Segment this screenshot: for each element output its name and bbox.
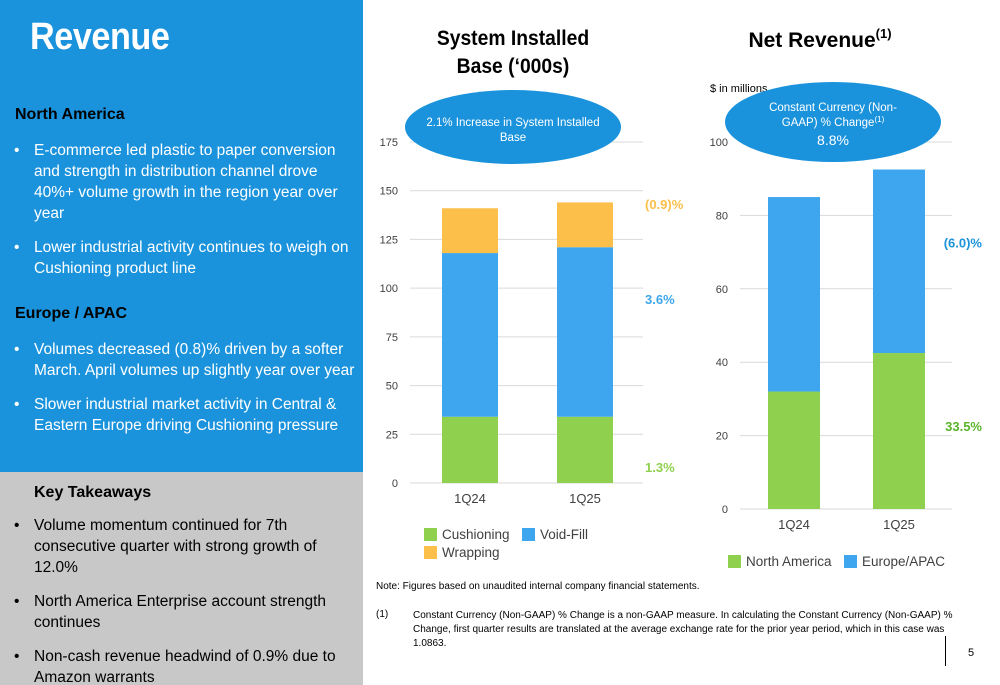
bullet-item: Lower industrial activity continues to w… [14,237,356,279]
bar-segment-north_america [873,353,925,509]
y-tick-label: 25 [386,429,398,441]
europe-apac-bullets: Volumes decreased (0.8)% driven by a sof… [14,339,356,449]
footnote-number: (1) [376,609,389,620]
y-tick-label: 0 [722,504,728,516]
legend-label-cushioning: Cushioning [442,527,510,542]
bullet-item: Volume momentum continued for 7th consec… [14,515,356,578]
y-tick-label: 125 [380,234,398,246]
x-tick-label: 1Q24 [778,517,810,532]
unit-label: $ in millions [710,83,768,95]
bar-segment-void_fill [442,253,498,417]
bullet-item: E-commerce led plastic to paper conversi… [14,140,356,224]
legend: Cushioning Void-Fill Wrapping [424,527,588,560]
chart-title-line2: Base (‘000s) [457,55,570,78]
change-label-cushioning: 1.3% [645,460,675,475]
bar-segment-cushioning [557,416,613,483]
key-takeaways-bullets: Volume momentum continued for 7th consec… [14,515,356,685]
bullet-item: Volumes decreased (0.8)% driven by a sof… [14,339,356,381]
bars [442,202,613,483]
x-tick-label: 1Q25 [569,491,601,506]
y-tick-labels: 0 20 40 60 80 100 [710,137,728,516]
chart-title: Net Revenue(1) [748,26,891,52]
chart-title-text: Net Revenue [748,29,875,52]
y-tick-label: 100 [380,283,398,295]
callout-line2: Base [500,132,526,144]
bullet-item: Non-cash revenue headwind of 0.9% due to… [14,646,356,685]
change-labels: 1.3% 3.6% (0.9)% [645,197,684,475]
bar-segment-cushioning [442,416,498,483]
europe-apac-heading: Europe / APAC [15,305,128,322]
y-tick-label: 0 [392,478,398,490]
net-revenue-chart: Net Revenue(1) $ in millions 02040608010… [710,26,983,569]
footer-note: Note: Figures based on unaudited interna… [376,581,700,592]
legend-swatch-void_fill [522,528,535,541]
x-tick-label: 1Q25 [883,517,915,532]
legend-label-void_fill: Void-Fill [540,527,588,542]
y-tick-label: 75 [386,332,398,344]
callout-value: 8.8% [817,132,849,148]
y-tick-label: 150 [380,186,398,198]
legend-label-wrapping: Wrapping [442,545,500,560]
legend-swatch-cushioning [424,528,437,541]
y-tick-label: 60 [716,284,728,296]
bar-segment-europe_apac [873,169,925,354]
legend-swatch-europe_apac [844,555,857,568]
callout-bubble: Constant Currency (Non- GAAP) % Change(1… [725,82,941,162]
change-label-wrapping: (0.9)% [645,197,684,212]
legend-swatch-wrapping [424,546,437,559]
y-tick-label: 175 [380,137,398,149]
y-tick-label: 80 [716,210,728,222]
callout-ellipse [405,90,621,164]
legend-swatch-north_america [728,555,741,568]
bullet-item: North America Enterprise account strengt… [14,591,356,633]
callout-superscript: (1) [874,115,884,124]
callout-ellipse [725,82,941,162]
legend: North America Europe/APAC [728,554,945,569]
page-number: 5 [968,647,975,659]
bar-segment-wrapping [557,202,613,248]
bar-segment-void_fill [557,247,613,417]
y-tick-labels: 0 25 50 75 100 125 150 175 [380,137,398,490]
callout-line1: 2.1% Increase in System Installed [426,117,599,129]
north-america-heading: North America [15,106,125,123]
page-title: Revenue [30,16,170,58]
change-label-europe_apac: (6.0)% [944,235,983,250]
bar-segment-europe_apac [768,197,820,392]
chart-title-line1: System Installed [437,27,589,50]
callout-line2: GAAP) % Change(1) [782,115,885,129]
y-tick-label: 100 [710,137,728,149]
callout-line1: Constant Currency (Non- [769,102,897,114]
footnote-text: Constant Currency (Non-GAAP) % Change is… [413,610,953,649]
change-label-north_america: 33.5% [945,419,982,434]
callout-line2-text: GAAP) % Change [782,117,875,129]
y-tick-label: 20 [716,431,728,443]
footer-divider [945,636,946,666]
key-takeaways-panel: Key Takeaways Volume momentum continued … [0,472,363,685]
change-label-void_fill: 3.6% [645,292,675,307]
bar-segment-wrapping [442,208,498,254]
key-takeaways-heading: Key Takeaways [34,484,152,501]
north-america-bullets: E-commerce led plastic to paper conversi… [14,140,356,292]
legend-label-north_america: North America [746,554,832,569]
y-tick-label: 50 [386,381,398,393]
change-labels: 33.5% (6.0)% [944,235,983,434]
x-tick-labels: 1Q24 1Q25 [778,517,915,532]
legend-label-europe_apac: Europe/APAC [862,554,945,569]
x-tick-labels: 1Q24 1Q25 [454,491,601,506]
chart-title-superscript: (1) [876,26,892,41]
y-tick-label: 40 [716,357,728,369]
bullet-item: Slower industrial market activity in Cen… [14,394,356,436]
bars [768,169,925,509]
x-tick-label: 1Q24 [454,491,486,506]
callout-bubble: 2.1% Increase in System Installed Base [405,90,621,164]
left-summary-panel: Revenue North America E-commerce led pla… [0,0,363,472]
bar-segment-north_america [768,391,820,509]
installed-base-chart: System Installed Base (‘000s) 0 25 50 75 100… [380,27,684,560]
